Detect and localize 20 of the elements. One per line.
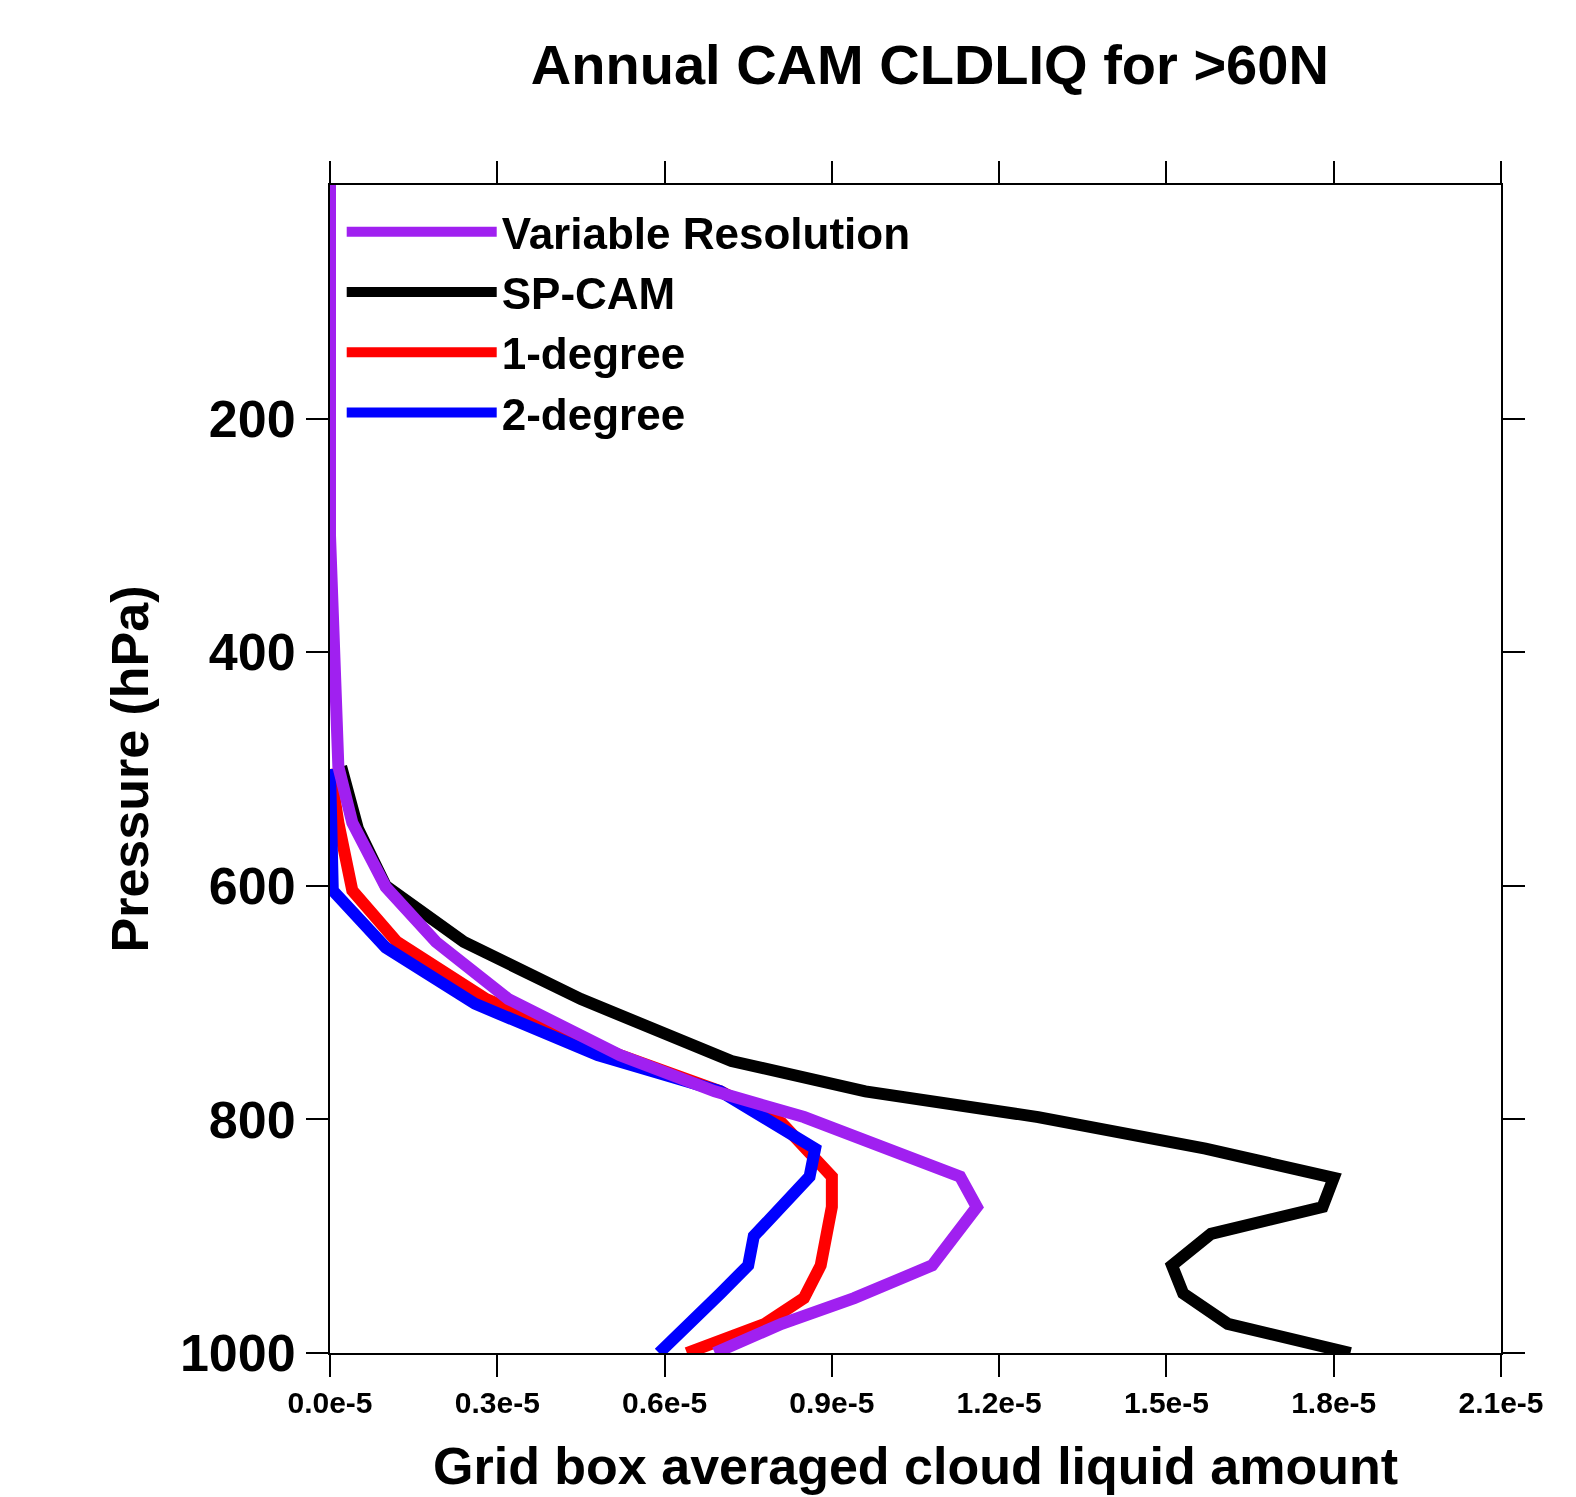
legend-label: 1-degree <box>501 329 686 379</box>
x-tick-label: 0.0e-5 <box>287 1386 373 1419</box>
x-tick-label: 0.3e-5 <box>454 1386 540 1419</box>
y-tick-label: 1000 <box>179 1324 296 1383</box>
x-axis-title: Grid box averaged cloud liquid amount <box>433 1437 1398 1496</box>
y-tick-label: 600 <box>208 857 296 915</box>
y-tick-label: 200 <box>208 389 296 448</box>
x-tick-label: 1.8e-5 <box>1291 1386 1377 1419</box>
legend-label: Variable Resolution <box>501 208 911 258</box>
x-tick-label: 1.5e-5 <box>1123 1386 1209 1419</box>
y-axis-title: Pressure (hPa) <box>100 585 159 953</box>
y-tick-label: 800 <box>208 1090 296 1149</box>
legend-label: SP-CAM <box>501 269 676 319</box>
legend-label: 2-degree <box>501 389 686 439</box>
x-tick-label: 0.6e-5 <box>622 1386 708 1419</box>
x-tick-label: 1.2e-5 <box>956 1386 1042 1419</box>
y-tick-label: 400 <box>208 623 296 682</box>
x-tick-label: 0.9e-5 <box>789 1386 875 1419</box>
chart-title: Annual CAM CLDLIQ for >60N <box>530 33 1329 97</box>
x-tick-label: 2.1e-5 <box>1458 1386 1544 1419</box>
